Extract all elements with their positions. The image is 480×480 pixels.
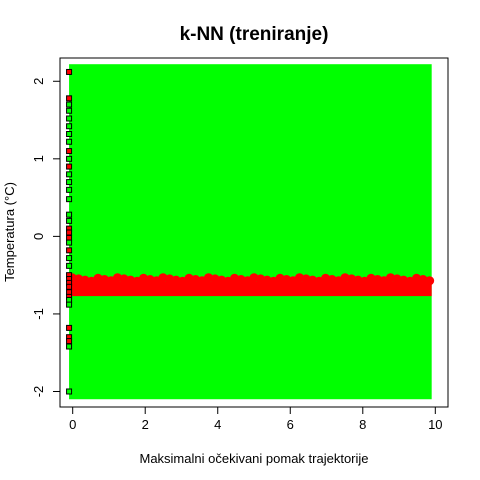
data-point (66, 171, 73, 178)
data-point (66, 283, 73, 290)
y-tick-label: 1 (31, 155, 46, 162)
data-point (66, 148, 73, 155)
x-tick-label: 8 (359, 417, 366, 432)
x-axis-label: Maksimalni očekivani pomak trajektorije (139, 451, 368, 466)
data-point (66, 101, 73, 108)
x-tick-label: 2 (142, 417, 149, 432)
data-point (66, 343, 73, 350)
data-points-layer (66, 68, 73, 395)
data-point (66, 211, 73, 218)
region-band-edge (424, 276, 435, 286)
x-tick-label: 10 (428, 417, 442, 432)
chart-title: k-NN (treniranje) (180, 24, 329, 45)
data-point (66, 255, 73, 262)
y-axis: -2 -1 0 1 2 (31, 78, 61, 398)
data-point (66, 115, 73, 122)
data-point (66, 138, 73, 145)
data-point (66, 179, 73, 186)
region-band (69, 281, 432, 297)
data-point (66, 163, 73, 170)
data-point (66, 247, 73, 254)
data-point (66, 155, 73, 162)
data-point (66, 229, 73, 236)
data-point (66, 301, 73, 308)
y-tick-label: -2 (31, 386, 46, 398)
y-tick-label: 0 (31, 233, 46, 240)
data-point (66, 107, 73, 114)
x-tick-label: 4 (214, 417, 221, 432)
data-point (66, 388, 73, 395)
data-point (66, 262, 73, 269)
x-tick-label: 0 (69, 417, 76, 432)
data-point (66, 68, 73, 75)
y-axis-label: Temperatura (°C) (2, 182, 17, 282)
data-point (66, 123, 73, 130)
data-point (66, 324, 73, 331)
x-tick-label: 6 (287, 417, 294, 432)
data-point (66, 186, 73, 193)
y-tick-label: 2 (31, 78, 46, 85)
data-point (66, 239, 73, 246)
y-tick-label: -1 (31, 308, 46, 320)
data-point (66, 95, 73, 102)
decision-region-layer (67, 64, 435, 400)
data-point (66, 131, 73, 138)
x-axis: 0 2 4 6 8 10 (69, 406, 443, 432)
data-point (66, 217, 73, 224)
data-point (66, 196, 73, 203)
data-point (66, 338, 73, 345)
region-background (69, 64, 432, 400)
